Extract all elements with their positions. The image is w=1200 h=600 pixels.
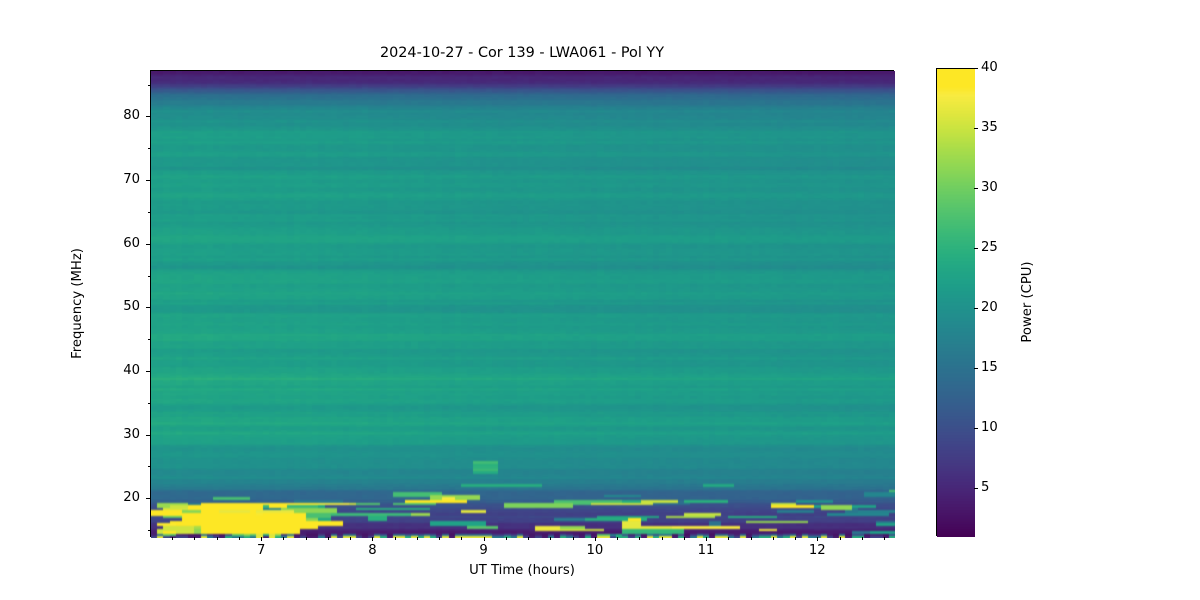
x-axis-minor-tick — [216, 537, 218, 540]
y-axis-tick-label: 20 — [123, 490, 140, 506]
x-axis-tick-label: 12 — [808, 543, 826, 558]
y-axis-tick-label: 60 — [123, 235, 140, 251]
colorbar-tick — [974, 248, 978, 249]
x-axis-minor-tick — [416, 537, 418, 540]
x-axis-tick-label: 7 — [257, 543, 266, 558]
x-axis-tick — [261, 537, 263, 541]
x-axis-minor-tick — [883, 537, 885, 540]
colorbar-tick-label: 10 — [981, 420, 998, 435]
x-axis-minor-tick — [194, 537, 196, 540]
x-axis-tick — [372, 537, 374, 541]
x-axis-minor-tick — [661, 537, 663, 540]
x-axis-minor-tick — [839, 537, 841, 540]
y-axis-label: Frequency (MHz) — [70, 248, 85, 359]
colorbar-tick — [974, 68, 978, 69]
y-axis-minor-tick — [147, 530, 150, 531]
x-axis-minor-tick — [505, 537, 507, 540]
y-axis-tick — [146, 434, 150, 436]
x-axis-minor-tick — [283, 537, 285, 540]
x-axis-tick — [594, 537, 596, 541]
y-axis-minor-tick — [147, 466, 150, 468]
y-axis-tick-label: 80 — [123, 108, 140, 124]
x-axis-tick — [483, 537, 485, 541]
colorbar-tick-label: 40 — [981, 60, 998, 75]
y-axis-tick-label: 40 — [123, 362, 140, 378]
x-axis-minor-tick — [172, 537, 174, 540]
y-axis-minor-tick — [147, 339, 150, 341]
x-axis-minor-tick — [461, 537, 463, 540]
x-axis-minor-tick — [772, 537, 774, 540]
x-axis-tick-label: 10 — [586, 543, 604, 558]
page-title: 2024-10-27 - Cor 139 - LWA061 - Pol YY — [379, 45, 665, 61]
colorbar-label: Power (CPU) — [1020, 261, 1035, 343]
colorbar-tick — [974, 488, 978, 489]
y-axis-tick — [146, 370, 150, 372]
y-axis-tick — [146, 180, 150, 182]
colorbar-tick — [974, 308, 978, 309]
y-axis-tick — [146, 307, 150, 309]
x-axis-minor-tick — [238, 537, 240, 540]
x-axis-minor-tick — [350, 537, 352, 540]
colorbar-tick — [974, 128, 978, 129]
y-axis-tick-label: 70 — [123, 172, 140, 188]
colorbar-tick-label: 20 — [981, 300, 998, 315]
x-axis-minor-tick — [861, 537, 863, 540]
colorbar-tick-label: 5 — [981, 480, 990, 495]
y-axis-minor-tick — [147, 402, 150, 404]
y-axis-tick-label: 50 — [123, 299, 140, 315]
x-axis-minor-tick — [439, 537, 441, 540]
colorbar-tick — [974, 428, 978, 429]
y-axis-minor-tick — [147, 84, 150, 86]
x-axis-tick-label: 11 — [697, 543, 715, 558]
x-axis-minor-tick — [394, 537, 396, 540]
colorbar-tick — [974, 368, 978, 369]
x-axis-minor-tick — [305, 537, 307, 540]
colorbar-gradient — [937, 69, 975, 537]
colorbar-axes[interactable] — [936, 68, 975, 537]
y-axis-minor-tick — [147, 275, 150, 277]
x-axis-minor-tick — [683, 537, 685, 540]
x-axis-minor-tick — [327, 537, 329, 540]
colorbar-tick-label: 35 — [981, 120, 998, 135]
y-axis-tick-label: 30 — [123, 426, 140, 442]
colorbar-tick-label: 15 — [981, 360, 998, 375]
colorbar-tick-label: 30 — [981, 180, 998, 195]
x-axis-label: UT Time (hours) — [469, 563, 575, 578]
x-axis-tick — [706, 537, 708, 541]
x-axis-minor-tick — [550, 537, 552, 540]
x-axis-minor-tick — [639, 537, 641, 540]
x-axis-minor-tick — [528, 537, 530, 540]
x-axis-minor-tick — [572, 537, 574, 540]
x-axis-minor-tick — [728, 537, 730, 540]
x-axis-tick — [817, 537, 819, 541]
x-axis-tick-label: 8 — [368, 543, 377, 558]
x-axis-minor-tick — [795, 537, 797, 540]
spectrogram-image — [151, 71, 895, 538]
x-axis-minor-tick — [617, 537, 619, 540]
x-axis-minor-tick — [750, 537, 752, 540]
y-axis-tick — [146, 498, 150, 500]
y-axis-tick — [146, 116, 150, 118]
y-axis-minor-tick — [147, 211, 150, 213]
spectrogram-axes[interactable] — [150, 70, 895, 538]
y-axis-minor-tick — [147, 148, 150, 150]
x-axis-tick-label: 9 — [479, 543, 488, 558]
colorbar-tick-label: 25 — [981, 240, 998, 255]
colorbar-tick — [974, 188, 978, 189]
y-axis-tick — [146, 243, 150, 245]
